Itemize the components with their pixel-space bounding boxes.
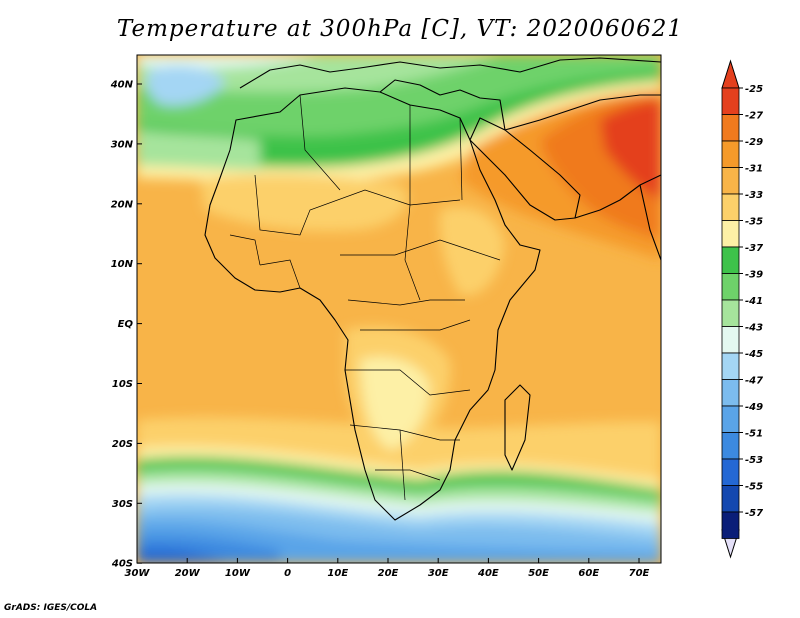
coastline-arabia (469, 117, 581, 221)
temperature-field (137, 55, 661, 563)
colorbar-label: -39 (745, 270, 763, 281)
colorbar-swatch (721, 458, 740, 486)
colorbar-swatch (721, 432, 740, 460)
longitude-label: 20W (175, 568, 201, 579)
country-borders (229, 94, 501, 501)
colorbar-swatch (721, 405, 740, 433)
map-title: Temperature at 300hPa [C], VT: 202006062… (116, 16, 684, 42)
colorbar-swatch (721, 485, 740, 513)
latitude-label: 20N (111, 199, 134, 210)
latitude-label: 10N (111, 259, 134, 270)
colorbar-label: -51 (745, 429, 763, 440)
longitude-label: 70E (629, 568, 650, 579)
longitude-label: 30W (125, 568, 151, 579)
colorbar-swatch (721, 87, 740, 115)
latitude-label: 20S (112, 439, 133, 450)
longitude-label: 0 (284, 568, 291, 579)
latitude-labels: 40N 30N 20N 10N EQ 10S 20S 30S 40S (110, 80, 142, 570)
latitude-label: 40S (111, 559, 133, 570)
longitude-label: 60E (578, 568, 599, 579)
colorbar-label: -49 (745, 402, 763, 413)
latitude-label: 40N (110, 80, 134, 91)
coastline-madagascar (504, 384, 531, 471)
colorbar-top-arrow (721, 59, 740, 89)
colorbar-label: -25 (745, 84, 763, 95)
latitude-label: 30N (111, 139, 134, 150)
longitude-label: 40E (477, 568, 499, 579)
colorbar-label: -27 (745, 111, 763, 122)
longitude-labels: 30W 20W 10W 0 10E 20E 30E 40E 50E 60E 70E (125, 558, 650, 579)
colorbar-swatch (721, 379, 740, 407)
colorbar-label: -37 (745, 243, 763, 254)
longitude-label: 10W (225, 568, 251, 579)
map-frame (136, 54, 662, 564)
colorbar-swatch (721, 299, 740, 327)
latitude-label: 10S (112, 379, 133, 390)
colorbar-label: -29 (745, 137, 763, 148)
colorbar-swatch (721, 193, 740, 221)
colorbar-label: -45 (745, 349, 763, 360)
colorbar-swatch (721, 352, 740, 380)
grads-credit: GrADS: IGES/COLA (4, 603, 98, 613)
colorbar-label: -55 (745, 482, 763, 493)
colorbar-swatch (721, 326, 740, 354)
colorbar-label: -35 (745, 217, 763, 228)
colorbar-label: -31 (745, 164, 763, 175)
colorbar-label: -47 (745, 376, 763, 387)
longitude-label: 50E (528, 568, 549, 579)
colorbar-label: -53 (745, 455, 763, 466)
colorbar-swatch (721, 273, 740, 301)
colorbar-swatch (721, 246, 740, 274)
latitude-label: EQ (118, 319, 134, 330)
colorbar-swatch (721, 167, 740, 195)
longitude-label: 10E (327, 568, 348, 579)
latitude-label: 30S (112, 499, 133, 510)
longitude-label: 20E (378, 568, 399, 579)
colorbar-swatch (721, 220, 740, 248)
colorbar-label: -33 (745, 190, 763, 201)
colorbar-label: -41 (745, 296, 763, 307)
colorbar-label: -43 (745, 323, 763, 334)
colorbar: -25 -27 -29 -31 -33 -35 -37 -39 -41 -43 -45 -47 -49 -… (721, 59, 763, 559)
colorbar-swatch (721, 114, 740, 142)
colorbar-swatch (721, 140, 740, 168)
longitude-label: 30E (428, 568, 449, 579)
colorbar-swatch (721, 511, 740, 539)
colorbar-label: -57 (745, 508, 763, 519)
